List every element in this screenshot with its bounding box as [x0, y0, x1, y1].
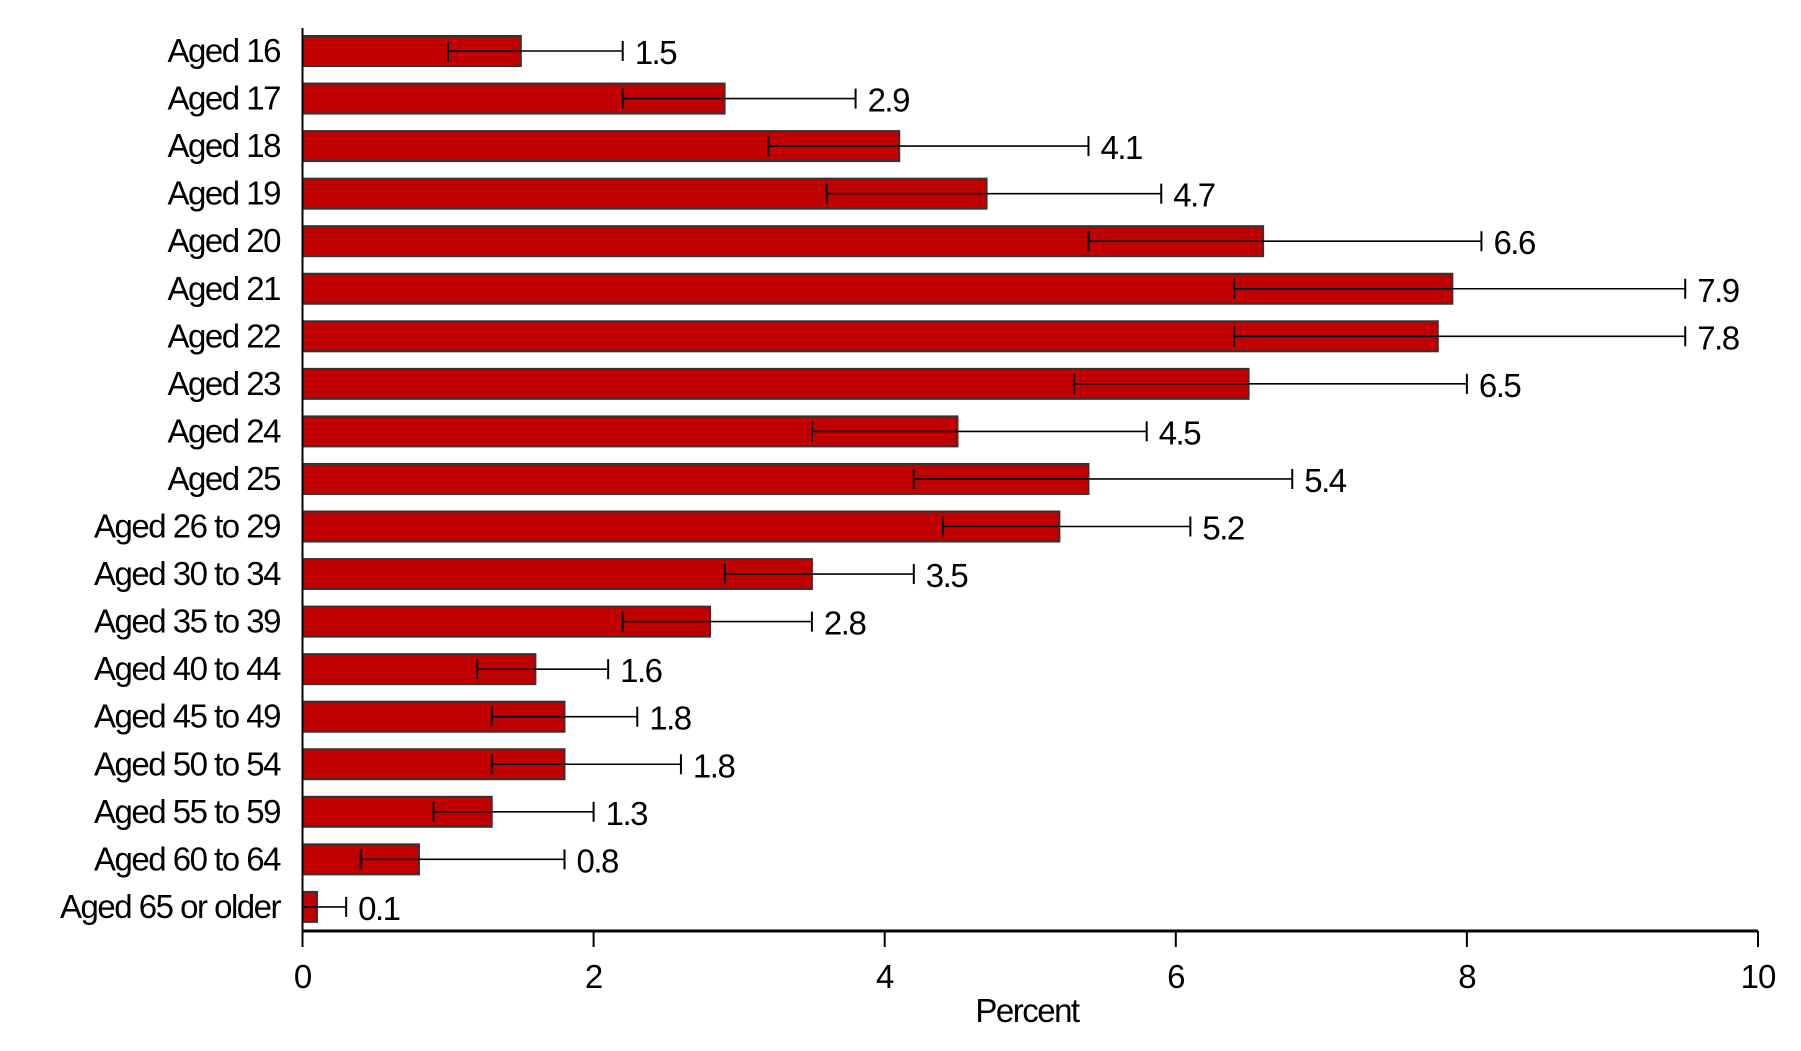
- category-label: Aged 55 to 59: [94, 793, 280, 830]
- value-label: 1.3: [606, 795, 648, 832]
- category-label: Aged 45 to 49: [94, 698, 280, 735]
- x-tick-label: 10: [1741, 958, 1776, 995]
- bar: [301, 225, 1265, 258]
- value-label: 4.7: [1173, 177, 1215, 214]
- category-label: Aged 16: [168, 32, 281, 69]
- value-label: 4.1: [1100, 129, 1142, 166]
- category-label: Aged 22: [168, 317, 281, 354]
- category-label: Aged 21: [168, 270, 281, 307]
- x-axis-label: Percent: [975, 992, 1080, 1029]
- x-tick-label: 8: [1458, 958, 1475, 995]
- category-label: Aged 26 to 29: [94, 508, 280, 545]
- value-label: 5.2: [1202, 510, 1244, 547]
- x-tick-label: 6: [1167, 958, 1184, 995]
- category-label: Aged 50 to 54: [94, 745, 281, 782]
- value-label: 2.8: [824, 605, 866, 642]
- value-label: 1.8: [693, 747, 735, 784]
- bars-layer: Aged 16 1.5 Aged 17 2.9 Aged 18 4.1 Aged 19 4.7…: [60, 32, 1740, 927]
- category-label: Aged 20: [168, 222, 282, 259]
- value-label: 4.5: [1159, 414, 1201, 451]
- x-tick-label: 2: [585, 958, 602, 995]
- category-label: Aged 23: [168, 365, 281, 402]
- value-label: 3.5: [926, 557, 968, 594]
- category-label: Aged 25: [168, 460, 281, 497]
- x-tick-label: 0: [294, 958, 312, 995]
- value-label: 1.6: [620, 652, 662, 689]
- value-label: 6.6: [1493, 224, 1535, 261]
- category-label: Aged 19: [168, 175, 281, 212]
- category-label: Aged 65 or older: [60, 888, 282, 925]
- value-label: 0.1: [358, 890, 400, 927]
- value-label: 6.5: [1479, 367, 1521, 404]
- value-label: 5.4: [1304, 462, 1347, 499]
- category-label: Aged 35 to 39: [94, 603, 280, 640]
- x-ticks: 0 2 4 6 8 10: [294, 931, 1777, 995]
- value-label: 2.9: [868, 82, 910, 119]
- category-label: Aged 24: [168, 412, 282, 449]
- value-label: 1.8: [649, 700, 691, 737]
- category-label: Aged 18: [168, 127, 281, 164]
- category-label: Aged 30 to 34: [94, 555, 281, 592]
- value-label: 7.8: [1697, 319, 1739, 356]
- value-label: 0.8: [576, 842, 618, 879]
- category-label: Aged 40 to 44: [94, 650, 281, 687]
- x-tick-label: 4: [876, 958, 894, 995]
- value-label: 1.5: [635, 34, 677, 71]
- category-label: Aged 60 to 64: [94, 840, 281, 877]
- category-label: Aged 17: [168, 80, 281, 117]
- value-label: 7.9: [1697, 272, 1739, 309]
